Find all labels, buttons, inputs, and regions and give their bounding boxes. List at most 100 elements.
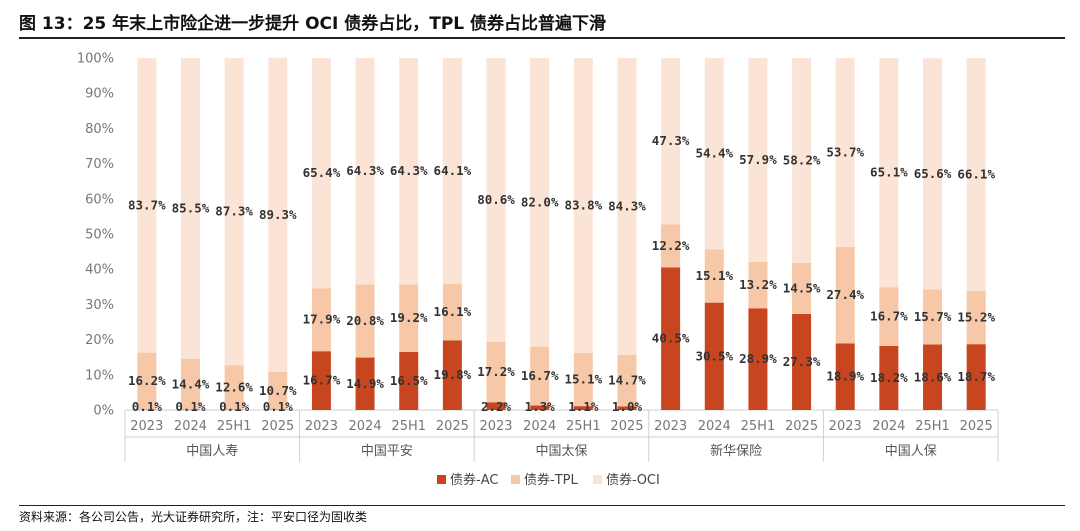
bar-oci [137,58,157,353]
bar-ac [748,308,768,410]
label-ac: 40.5% [652,331,690,346]
bar-tpl [923,289,943,345]
bar-oci [879,58,899,288]
bar-tpl [617,354,637,407]
group-label: 中国平安 [361,444,413,459]
bar-ac [879,345,899,410]
bar-ac [486,402,506,410]
bar-oci [355,58,375,285]
label-tpl: 14.5% [783,280,821,295]
bar-oci [923,58,943,290]
bar-oci [835,58,855,248]
stacked-bar-chart: 0% 10% 20% 30% 40% 50% 60% 70% 80% 90% 100% 中国人寿 0.1… [77,52,999,488]
label-ac: 2.2% [481,399,512,414]
x-tick-label: 2024 [698,419,731,434]
x-tick-label: 2025 [785,419,818,434]
label-tpl: 19.2% [390,310,428,325]
bar-oci [573,58,593,353]
label-ac: 19.8% [434,367,472,382]
bar-oci [311,58,331,289]
x-tick-label: 2024 [174,419,207,434]
label-tpl: 15.7% [914,309,952,324]
bar-oci [180,58,200,359]
bar-ac [704,302,724,410]
x-tick-label: 2024 [523,419,556,434]
bar-oci [268,57,288,372]
legend-oci-swatch [593,475,602,484]
bar-tpl [137,352,157,410]
bar-tpl [530,346,550,406]
y-tick-label: 50% [85,228,114,243]
figure-title: 图 13：25 年末上市险企进一步提升 OCI 债券占比，TPL 债券占比普遍下… [19,14,607,34]
x-tick-label: 2023 [130,419,163,434]
group-label: 中国人保 [885,444,937,459]
label-ac: 1.0% [612,399,643,414]
x-tick-label: 2023 [305,419,338,434]
label-oci: 87.3% [215,204,253,219]
x-tick-label: 2024 [349,419,382,434]
label-oci: 57.9% [739,152,777,167]
label-ac: 0.1% [132,399,163,414]
bar-oci [442,58,462,284]
label-tpl: 15.2% [957,309,995,324]
bar-oci [224,58,244,366]
bar-oci [792,58,812,263]
y-tick-label: 90% [85,87,114,102]
label-tpl: 14.4% [172,376,210,391]
label-tpl: 15.1% [565,372,603,387]
bar-tpl [966,290,986,345]
bar-tpl [442,283,462,341]
x-tick-label: 25H1 [566,419,601,434]
legend-tpl-label: 债券-TPL [524,472,578,488]
label-tpl: 10.7% [259,383,297,398]
y-tick-label: 30% [85,298,114,313]
y-tick-label: 10% [85,368,114,383]
label-oci: 64.3% [346,163,384,178]
label-oci: 64.3% [390,163,428,178]
bar-oci [486,58,506,342]
label-tpl: 13.2% [739,277,777,292]
legend-ac-swatch [437,475,446,484]
y-tick-label: 0% [93,404,114,419]
label-ac: 0.1% [219,399,250,414]
y-tick-label: 40% [85,263,114,278]
x-tick-label: 2024 [872,419,905,434]
bar-tpl [311,288,331,352]
label-ac: 1.3% [525,399,556,414]
label-tpl: 16.7% [521,368,559,383]
title-rule [19,37,1065,39]
label-tpl: 16.7% [870,309,908,324]
bar-oci [966,58,986,291]
bar-oci [704,58,724,250]
label-ac: 28.9% [739,351,777,366]
label-ac: 0.1% [263,399,294,414]
label-tpl: 20.8% [346,313,384,328]
label-ac: 18.2% [870,370,908,385]
group-label: 新华保险 [710,443,762,459]
label-ac: 16.7% [303,373,341,388]
bar-tpl [748,261,768,309]
label-tpl: 12.2% [652,238,690,253]
label-tpl: 17.2% [477,364,515,379]
label-tpl: 15.1% [695,268,733,283]
label-oci: 47.3% [652,133,690,148]
bar-ac [923,344,943,410]
x-tick-label: 25H1 [915,419,950,434]
bar-tpl [399,284,419,352]
label-oci: 83.7% [128,197,166,212]
bar-tpl [792,262,812,314]
x-tick-label: 2025 [436,419,469,434]
bar-ac [573,406,593,410]
legend-oci-label: 债券-OCI [606,472,660,488]
label-ac: 1.1% [568,399,599,414]
label-oci: 66.1% [957,166,995,181]
bar-ac [617,406,637,410]
label-tpl: 14.7% [608,373,646,388]
y-tick-label: 70% [85,157,114,172]
bar-ac [355,357,375,410]
bar-oci [530,58,550,347]
label-tpl: 16.2% [128,373,166,388]
bar-oci [617,58,637,355]
label-oci: 58.2% [783,152,821,167]
y-tick-label: 100% [77,52,114,67]
